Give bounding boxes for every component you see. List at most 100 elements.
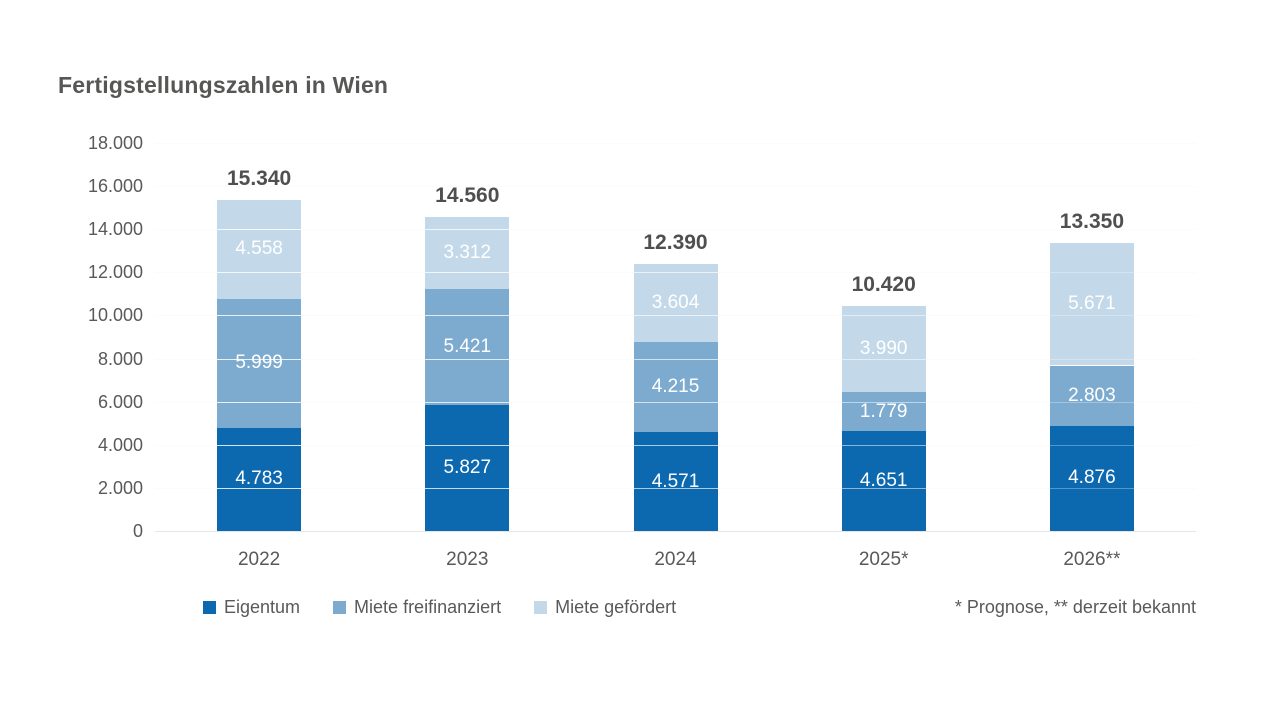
y-axis-tick-label: 12.000 xyxy=(87,262,143,283)
x-axis-tick-label: 2022 xyxy=(237,549,281,570)
gridline xyxy=(155,143,1196,144)
gridline-overlay xyxy=(155,229,1196,231)
legend: Eigentum Miete freifinanziert Miete geförd… xyxy=(203,597,676,618)
bar-segment-miete-freifinanziert: 2.803 xyxy=(1049,365,1134,426)
gridline-overlay xyxy=(155,229,1196,231)
bar-value-label: 3.990 xyxy=(859,338,908,360)
gridline-overlay xyxy=(155,186,1196,188)
legend-label: Miete freifinanziert xyxy=(354,597,502,617)
x-axis-tick-label: 2026** xyxy=(1063,549,1121,570)
bar-value-label: 5.999 xyxy=(235,352,283,374)
chart-title: Fertigstellungszahlen in Wien xyxy=(58,72,389,98)
gridline-overlay xyxy=(155,229,1196,231)
gridline-overlay xyxy=(155,358,1196,360)
x-axis-tick-label: 2024 xyxy=(654,549,697,570)
gridline-overlay xyxy=(155,272,1196,274)
y-axis-tick-label: 16.000 xyxy=(87,176,143,197)
y-axis-tick-label: 6.000 xyxy=(97,391,143,412)
gridline-overlay xyxy=(155,315,1196,317)
chart-footnote: * Prognose, ** derzeit bekannt xyxy=(954,597,1196,617)
bar-value-label: 2.803 xyxy=(1068,384,1116,406)
bar-segment-miete-freifinanziert: 5.999 xyxy=(217,298,302,428)
legend-label: Eigentum xyxy=(224,597,301,617)
gridline xyxy=(155,186,1196,188)
gridline-overlay xyxy=(155,143,1196,144)
bar-segment-eigentum: 4.651 xyxy=(841,430,926,531)
x-axis-tick-label: 2023 xyxy=(446,549,489,570)
bar-total-label: 13.350 xyxy=(1059,210,1124,234)
bar-value-label: 3.604 xyxy=(651,291,700,313)
gridline-overlay xyxy=(155,315,1196,317)
gridline-overlay xyxy=(155,401,1196,403)
legend-swatch-icon xyxy=(203,601,216,614)
bar-segment-eigentum: 4.783 xyxy=(217,427,302,531)
gridline-overlay xyxy=(155,143,1196,144)
bar-segment-miete-freifinanziert: 5.421 xyxy=(425,288,510,406)
gridline-overlay xyxy=(155,358,1196,360)
gridline xyxy=(155,531,1196,532)
y-axis-tick-label: 8.000 xyxy=(97,348,143,369)
gridline-overlay xyxy=(155,143,1196,144)
gridline-overlay xyxy=(155,401,1196,403)
legend-swatch-icon xyxy=(333,601,347,614)
bar-value-label: 4.651 xyxy=(859,469,908,491)
gridline-overlay xyxy=(155,401,1196,403)
y-axis-tick-label: 2.000 xyxy=(97,477,143,498)
bar-value-label: 4.783 xyxy=(235,468,283,490)
bar-value-label: 4.215 xyxy=(651,376,700,398)
bar-segment-miete-freifinanziert: 4.215 xyxy=(633,341,718,433)
legend-item-eigentum: Eigentum xyxy=(203,597,300,618)
bar-value-label: 5.421 xyxy=(443,335,492,357)
gridline-overlay xyxy=(155,272,1196,274)
plot-area: 4.783 5.999 4.558 5.827 5.421 3.312 4.571 4.215… xyxy=(155,143,1196,532)
gridline-overlay xyxy=(155,444,1196,446)
gridline-overlay xyxy=(155,487,1196,489)
bar-segment-eigentum: 4.571 xyxy=(633,432,718,531)
bar-value-label: 5.671 xyxy=(1068,293,1116,315)
bar-value-label: 4.571 xyxy=(651,470,700,492)
x-axis-tick-label: 2025* xyxy=(858,549,909,570)
gridline-overlay xyxy=(155,229,1196,231)
bar-segment-miete-gef-rdert: 3.990 xyxy=(841,306,926,393)
gridline-overlay xyxy=(155,315,1196,317)
bar-value-label: 3.312 xyxy=(443,241,492,263)
gridline-overlay xyxy=(155,186,1196,188)
bar-total-label: 15.340 xyxy=(226,167,292,191)
bar-value-label: 5.827 xyxy=(443,457,492,479)
bar-total-label: 12.390 xyxy=(643,230,708,254)
bar-value-label: 1.779 xyxy=(859,400,908,422)
bar-segment-eigentum: 4.876 xyxy=(1049,425,1134,531)
bar-segment-miete-freifinanziert: 1.779 xyxy=(841,392,926,431)
gridline xyxy=(155,229,1196,231)
gridline-overlay xyxy=(155,143,1196,144)
bar-segment-miete-gef-rdert: 5.671 xyxy=(1049,243,1134,366)
bar-value-label: 4.876 xyxy=(1068,467,1116,489)
gridline-overlay xyxy=(155,186,1196,188)
gridline-overlay xyxy=(155,444,1196,446)
bar-total-label: 14.560 xyxy=(435,184,500,208)
y-axis-tick-label: 18.000 xyxy=(87,133,143,153)
bar-segment-miete-gef-rdert: 4.558 xyxy=(217,200,302,299)
bar-segment-eigentum: 5.827 xyxy=(425,405,510,531)
bar-segment-miete-gef-rdert: 3.312 xyxy=(425,217,510,289)
y-axis-tick-label: 4.000 xyxy=(97,434,143,455)
gridline-overlay xyxy=(155,186,1196,188)
legend-swatch-icon xyxy=(534,601,548,614)
gridline-overlay xyxy=(155,487,1196,489)
gridline-overlay xyxy=(155,143,1196,144)
gridline-overlay xyxy=(155,487,1196,489)
legend-label: Miete gefördert xyxy=(555,597,677,617)
y-axis-tick-label: 10.000 xyxy=(87,305,143,326)
bar-segment-miete-gef-rdert: 3.604 xyxy=(633,263,718,342)
y-axis-tick-label: 0 xyxy=(132,521,143,541)
gridline-overlay xyxy=(155,444,1196,446)
gridline-overlay xyxy=(155,186,1196,188)
gridline-overlay xyxy=(155,272,1196,274)
legend-item-miete-freifinanziert: Miete freifinanziert xyxy=(333,597,501,618)
legend-item-miete-gef-rdert: Miete gefördert xyxy=(534,597,676,618)
gridline-overlay xyxy=(155,358,1196,360)
y-axis-tick-label: 14.000 xyxy=(87,219,143,240)
gridline-overlay xyxy=(155,229,1196,231)
bar-value-label: 4.558 xyxy=(235,238,283,260)
